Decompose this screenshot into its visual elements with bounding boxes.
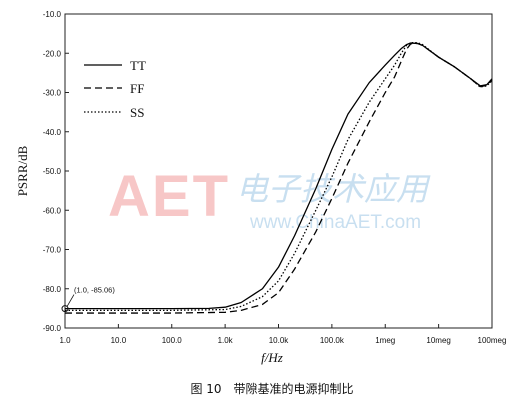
- watermark-logo: AET: [108, 164, 230, 229]
- annotation-leader: [66, 294, 75, 307]
- y-tick-label: -20.0: [43, 49, 62, 58]
- x-tick-label: 10meg: [426, 336, 450, 345]
- annotation-label: (1.0, -85.06): [74, 286, 115, 295]
- y-tick-label: -80.0: [43, 285, 62, 294]
- watermark-cn-text: 电子技术应用: [236, 170, 431, 208]
- x-tick-label: 1meg: [375, 336, 395, 345]
- y-tick-label: -10.0: [43, 10, 62, 19]
- legend: TT FF SS: [84, 58, 146, 120]
- legend-label-ss: SS: [130, 105, 144, 120]
- x-tick-label: 10.0k: [269, 336, 290, 345]
- watermark: AET 电子技术应用 www.ChinaAET.com: [108, 164, 431, 233]
- series-layer: [65, 42, 493, 314]
- figure-caption: 图 10 带隙基准的电源抑制比: [190, 381, 353, 396]
- legend-label-ff: FF: [130, 81, 144, 96]
- y-tick-label: -90.0: [43, 324, 62, 333]
- y-tick-label: -60.0: [43, 206, 62, 215]
- series-line-ss: [65, 42, 493, 311]
- y-axis: -10.0 -20.0 -30.0 -40.0 -50.0 -60.0 -70.0 -80.0…: [43, 10, 69, 333]
- x-tick-label: 100meg: [478, 336, 507, 345]
- x-tick-label: 100.0k: [320, 336, 345, 345]
- legend-label-tt: TT: [130, 58, 146, 73]
- y-tick-label: -40.0: [43, 128, 62, 137]
- y-axis-title: PSRR/dB: [15, 145, 30, 196]
- annotation: (1.0, -85.06): [61, 286, 115, 313]
- watermark-url: www.ChinaAET.com: [249, 212, 421, 233]
- series-line-tt: [65, 42, 493, 310]
- x-tick-label: 10.0: [111, 336, 127, 345]
- y-tick-label: -30.0: [43, 89, 62, 98]
- annotation-marker: [61, 305, 69, 313]
- x-tick-label: 1.0k: [218, 336, 234, 345]
- y-tick-label: -70.0: [43, 246, 62, 255]
- x-tick-label: 1.0: [59, 336, 71, 345]
- x-axis-title: f/Hz: [261, 350, 283, 365]
- x-tick-label: 100.0: [162, 336, 183, 345]
- y-tick-label: -50.0: [43, 167, 62, 176]
- x-axis: 1.0 10.0 100.0 1.0k 10.0k 100.0k 1meg 10meg 100m…: [59, 324, 506, 345]
